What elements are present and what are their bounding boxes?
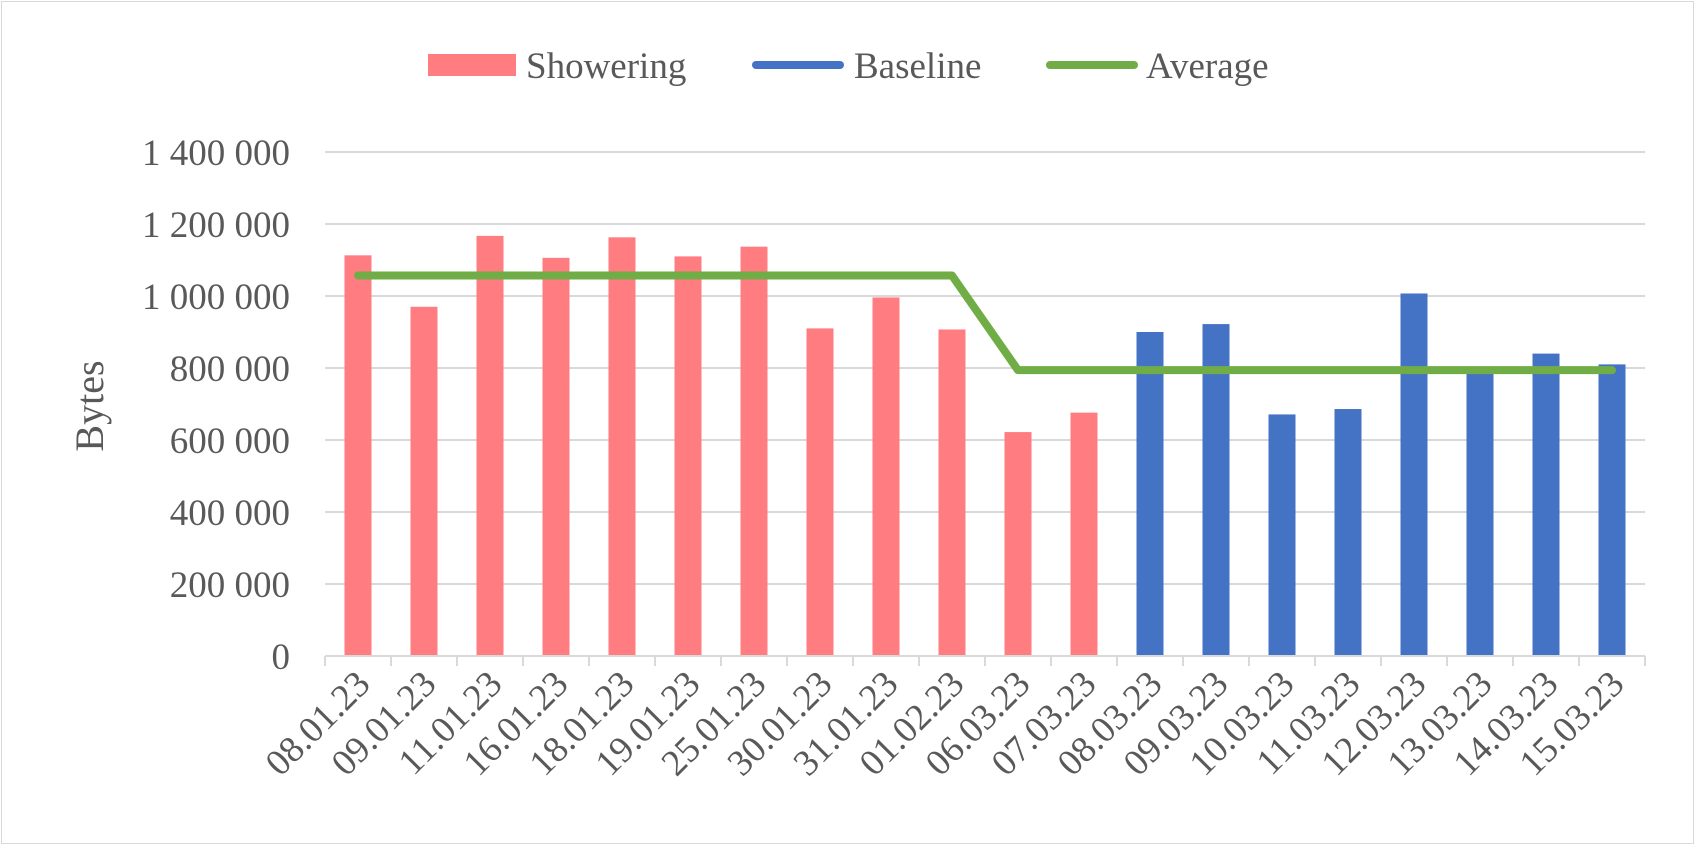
bar-baseline (1532, 353, 1560, 656)
legend-label-baseline: Baseline (854, 46, 981, 87)
bar-showering (344, 255, 372, 656)
legend: Showering Baseline Average (428, 46, 1269, 87)
bar-showering (872, 297, 900, 656)
bar-showering (542, 257, 570, 656)
bar-baseline (1400, 293, 1428, 656)
y-tick-label: 0 (272, 637, 291, 678)
bar-baseline (1202, 324, 1230, 656)
bar-showering (608, 237, 636, 656)
y-tick-label: 1 200 000 (142, 205, 290, 246)
bar-baseline (1268, 414, 1296, 656)
bar-baseline (1136, 332, 1164, 656)
bar-baseline (1598, 364, 1626, 656)
legend-swatch-showering (428, 54, 516, 76)
y-axis-title: Bytes (67, 360, 112, 451)
y-tick-label: 600 000 (170, 421, 290, 462)
bar-showering (806, 328, 834, 656)
y-tick-label: 400 000 (170, 493, 290, 534)
bar-showering (410, 306, 438, 656)
legend-label-showering: Showering (526, 46, 686, 87)
y-tick-label: 1 400 000 (142, 133, 290, 174)
bar-showering (1004, 432, 1032, 656)
average-line (354, 271, 1616, 375)
line-average (354, 271, 1616, 375)
bar-showering (938, 329, 966, 656)
bar-baseline (1466, 371, 1494, 656)
y-tick-label: 200 000 (170, 565, 290, 606)
bar-baseline (1334, 409, 1362, 656)
axes: 0 200 000 400 000 600 000 800 000 1 000 000 1 … (142, 133, 1646, 784)
bars (344, 235, 1626, 656)
bar-showering (740, 246, 768, 656)
bar-showering (674, 256, 702, 656)
legend-label-average: Average (1146, 46, 1269, 87)
bar-showering (476, 235, 504, 656)
bar-showering (1070, 412, 1098, 656)
y-tick-label: 800 000 (170, 349, 290, 390)
y-tick-label: 1 000 000 (142, 277, 290, 318)
